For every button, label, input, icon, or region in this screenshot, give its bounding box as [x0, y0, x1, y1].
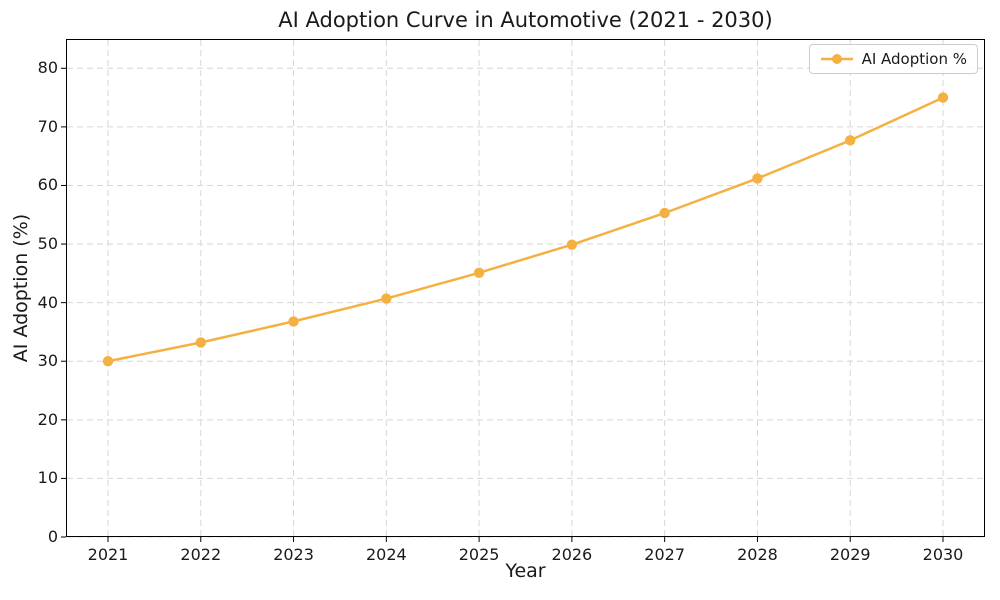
y-tick-label: 70 — [37, 116, 58, 136]
x-tick-label: 2030 — [922, 545, 964, 564]
data-point-marker — [473, 267, 485, 278]
y-tick-label: 10 — [37, 468, 58, 488]
series-line — [107, 96, 944, 363]
plot-area-border — [66, 39, 985, 537]
y-tick-label: 40 — [37, 292, 58, 312]
x-tick-label: 2021 — [87, 545, 129, 564]
legend-label: AI Adoption % — [861, 50, 967, 68]
x-tick-label: 2024 — [365, 545, 407, 564]
y-tick-label: 50 — [37, 234, 58, 254]
data-point-marker — [195, 337, 206, 348]
x-tick-label: 2029 — [829, 545, 871, 564]
y-tick-label: 30 — [37, 351, 58, 371]
y-tick-label: 0 — [47, 527, 58, 546]
x-tick-label: 2023 — [273, 545, 314, 564]
x-tick-label: 2027 — [644, 545, 686, 564]
x-tick-label: 2022 — [180, 545, 222, 564]
data-point-marker — [566, 239, 578, 250]
data-point-marker — [659, 207, 670, 219]
data-point-marker — [752, 173, 763, 184]
data-point-marker — [102, 356, 114, 367]
data-point-marker — [381, 293, 392, 304]
data-point-marker — [937, 92, 949, 103]
x-axis-label: Year — [505, 560, 546, 582]
y-tick-label: 20 — [37, 409, 58, 429]
data-point-marker — [845, 135, 856, 146]
x-tick-label: 2028 — [737, 545, 778, 564]
data-point-marker — [288, 316, 299, 327]
legend: AI Adoption % — [808, 44, 978, 74]
x-tick-label: 2025 — [458, 545, 500, 564]
chart-title: AI Adoption Curve in Automotive (2021 - … — [278, 8, 773, 32]
y-tick-label: 60 — [37, 175, 58, 195]
y-tick-label: 80 — [37, 58, 58, 78]
legend-line-marker-icon — [820, 54, 853, 64]
x-tick-label: 2026 — [551, 545, 593, 564]
